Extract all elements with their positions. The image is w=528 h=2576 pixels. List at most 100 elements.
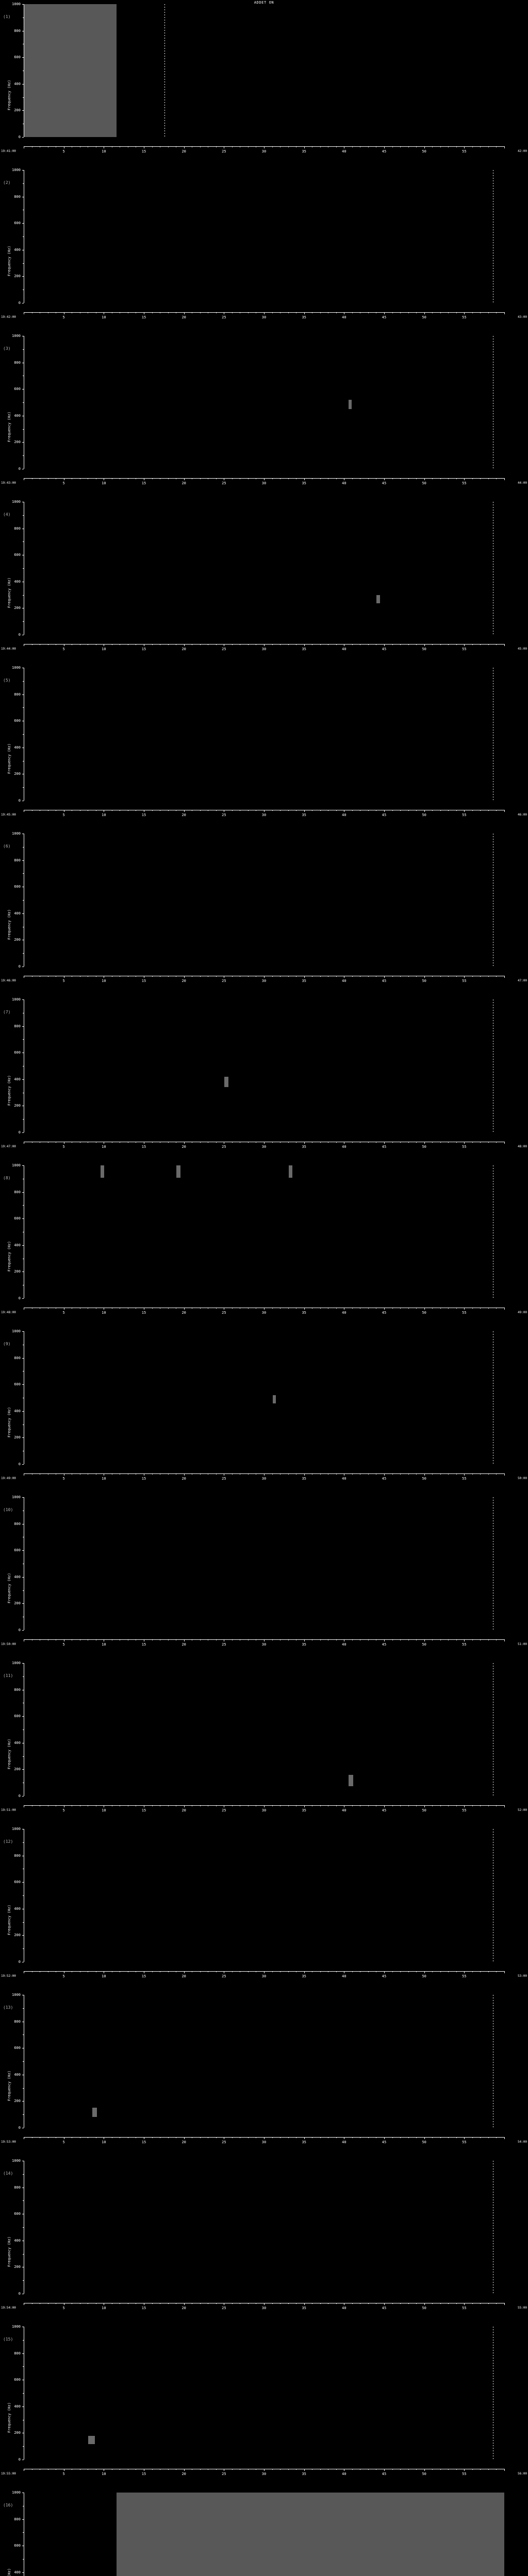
x-tick-label: 15 bbox=[141, 2140, 146, 2144]
x-tick-mark bbox=[464, 1142, 465, 1144]
x-tick-mark bbox=[264, 2469, 265, 2471]
plot-area[interactable] bbox=[24, 502, 504, 635]
x-tick-mark-minor bbox=[448, 1142, 449, 1143]
x-tick-mark-minor bbox=[488, 2137, 489, 2138]
y-tick-mark-minor bbox=[23, 1948, 24, 1950]
plot-area[interactable] bbox=[24, 1331, 504, 1464]
y-tick-mark bbox=[22, 1630, 24, 1631]
x-tick-mark-minor bbox=[152, 1473, 153, 1475]
y-tick-label: 1000 bbox=[12, 168, 21, 172]
x-tick-mark bbox=[384, 146, 385, 148]
x-tick-mark-minor bbox=[408, 1473, 409, 1475]
x-tick-mark-minor bbox=[320, 1473, 321, 1475]
plot-area[interactable] bbox=[24, 4, 504, 137]
signal-speckle bbox=[224, 1076, 229, 1087]
plot-area[interactable] bbox=[24, 1829, 504, 1962]
x-tick-mark bbox=[464, 312, 465, 314]
x-tick-label: 30 bbox=[261, 2140, 267, 2144]
x-tick-mark-minor bbox=[248, 976, 249, 977]
plot-area[interactable] bbox=[24, 2161, 504, 2294]
x-tick-mark-minor bbox=[248, 2303, 249, 2304]
x-tick-label: 50 bbox=[422, 2472, 426, 2476]
y-tick-label: 200 bbox=[14, 1767, 21, 1772]
y-tick-mark bbox=[22, 1079, 24, 1080]
y-tick-label: 200 bbox=[14, 1601, 21, 1606]
x-tick-mark-minor bbox=[200, 1473, 201, 1475]
x-tick-mark-minor bbox=[168, 146, 169, 147]
y-tick-mark-minor bbox=[23, 1039, 24, 1040]
x-tick-mark-minor bbox=[336, 2137, 337, 2138]
plot-area[interactable] bbox=[24, 2327, 504, 2460]
x-tick-mark-minor bbox=[456, 976, 457, 977]
x-tick-mark-minor bbox=[440, 312, 441, 313]
y-tick-label: 800 bbox=[14, 28, 21, 33]
x-tick-mark-minor bbox=[200, 2303, 201, 2304]
y-tick-mark-minor bbox=[23, 734, 24, 735]
x-tick-mark bbox=[504, 1308, 505, 1310]
x-tick-label: 45 bbox=[382, 979, 387, 983]
x-tick-mark-minor bbox=[448, 644, 449, 645]
x-tick-mark bbox=[184, 1473, 185, 1476]
y-tick-label: 200 bbox=[14, 108, 21, 113]
row-start-timestamp: 19:52:00 bbox=[1, 1974, 16, 1978]
plot-area[interactable] bbox=[24, 336, 504, 469]
x-tick-mark-minor bbox=[456, 1639, 457, 1640]
y-tick-label: 800 bbox=[14, 692, 21, 697]
x-tick-mark-minor bbox=[232, 1805, 233, 1806]
row-end-timestamp: 44:00 bbox=[517, 481, 527, 485]
x-tick-mark-minor bbox=[368, 312, 369, 313]
x-tick-mark-minor bbox=[432, 2303, 433, 2304]
panel-index-label: (2) bbox=[3, 180, 11, 185]
y-tick-mark bbox=[22, 1358, 24, 1359]
y-tick-label: 1000 bbox=[12, 1163, 21, 1167]
x-tick-mark-minor bbox=[288, 1639, 289, 1640]
plot-area[interactable] bbox=[24, 170, 504, 303]
x-tick-mark bbox=[264, 1971, 265, 1973]
plot-area[interactable] bbox=[24, 999, 504, 1132]
x-tick-mark-minor bbox=[400, 2303, 401, 2304]
row-end-timestamp: 56:00 bbox=[517, 2472, 527, 2476]
plot-area[interactable] bbox=[24, 1663, 504, 1796]
x-tick-mark bbox=[424, 1971, 425, 1973]
x-tick-mark-minor bbox=[200, 478, 201, 479]
x-tick-mark-minor bbox=[288, 478, 289, 479]
y-tick-label: 400 bbox=[14, 2072, 21, 2077]
x-tick-mark-minor bbox=[448, 1805, 449, 1806]
plot-area[interactable] bbox=[24, 1165, 504, 1298]
plot-area[interactable] bbox=[24, 834, 504, 967]
y-tick-label: 600 bbox=[14, 1216, 21, 1221]
x-tick-mark-minor bbox=[456, 2469, 457, 2470]
x-tick-label: 15 bbox=[141, 1808, 146, 1812]
x-tick-mark-minor bbox=[320, 644, 321, 645]
x-tick-mark-minor bbox=[448, 146, 449, 147]
x-tick-mark-minor bbox=[496, 976, 497, 977]
panel-index-label: (13) bbox=[3, 2005, 13, 2010]
detection-band bbox=[116, 2493, 504, 2576]
plot-area[interactable] bbox=[24, 1497, 504, 1630]
plot-area[interactable] bbox=[24, 2493, 504, 2576]
y-tick-mark bbox=[22, 1882, 24, 1883]
row-end-timestamp: 54:00 bbox=[517, 2140, 527, 2144]
x-tick-mark bbox=[424, 810, 425, 812]
y-tick-mark bbox=[22, 1663, 24, 1664]
plot-area[interactable] bbox=[24, 1995, 504, 2128]
y-tick-mark-minor bbox=[23, 873, 24, 874]
x-tick-mark-minor bbox=[152, 2137, 153, 2138]
x-tick-mark-minor bbox=[496, 1142, 497, 1143]
x-tick-label: 40 bbox=[342, 149, 346, 154]
x-tick-label: 30 bbox=[261, 2306, 267, 2310]
y-tick-mark-minor bbox=[23, 2340, 24, 2341]
panel-index-label: (16) bbox=[3, 2503, 13, 2507]
x-tick-mark-minor bbox=[488, 2303, 489, 2304]
x-tick-label: 30 bbox=[261, 1974, 267, 1978]
row-start-timestamp: 19:55:00 bbox=[1, 2472, 16, 2476]
y-tick-label: 0 bbox=[18, 1794, 21, 1798]
x-tick-mark bbox=[384, 1805, 385, 1807]
x-tick-mark-minor bbox=[400, 478, 401, 479]
x-tick-label: 35 bbox=[302, 2140, 306, 2144]
plot-area[interactable] bbox=[24, 668, 504, 801]
y-tick-mark bbox=[22, 1192, 24, 1193]
x-tick-mark-minor bbox=[392, 146, 393, 147]
row-end-timestamp: 46:00 bbox=[517, 813, 527, 817]
x-tick-label: 5 bbox=[62, 1974, 65, 1978]
